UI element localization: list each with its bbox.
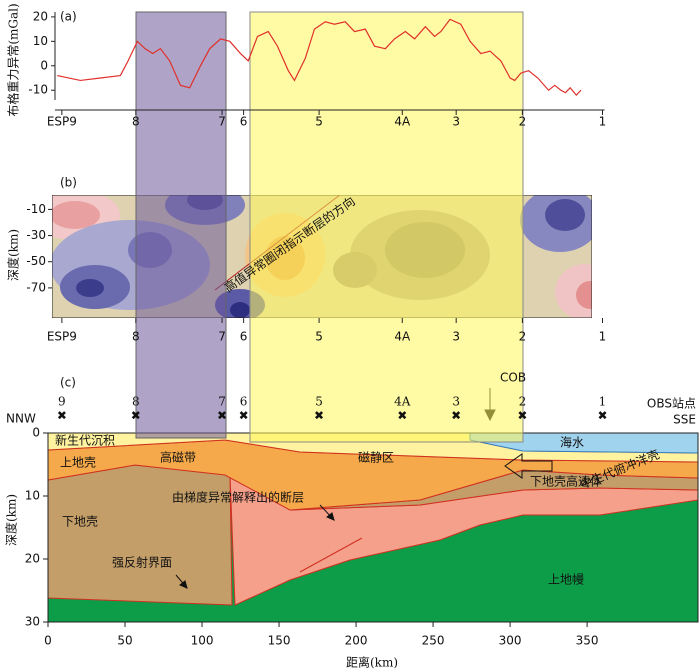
- y-tick-label: 0: [40, 58, 48, 72]
- y-tick-label: -10: [26, 202, 46, 216]
- x-tick-label: 150: [268, 634, 291, 648]
- station-label: 5: [315, 395, 323, 409]
- station-label: ESP9: [47, 115, 77, 129]
- y-tick-label: -70: [26, 280, 46, 294]
- obs-marker: ✖: [217, 409, 227, 423]
- station-label: 7: [218, 330, 226, 344]
- station-label: 9: [58, 395, 66, 409]
- x-tick-label: 200: [345, 634, 368, 648]
- obs-label: OBS站点: [647, 397, 696, 411]
- station-label: 6: [240, 115, 248, 129]
- y-tick-label: 30: [25, 615, 40, 629]
- unit-label: 高磁带: [160, 450, 196, 465]
- y-tick-label: -10: [28, 83, 48, 97]
- obs-marker: ✖: [397, 409, 407, 423]
- station-label: 8: [132, 330, 140, 344]
- unit-label: 强反射界面: [112, 555, 172, 570]
- quiet-mag-zone: [249, 11, 524, 443]
- station-label: 4A: [394, 115, 411, 129]
- cross-section: [47, 388, 699, 623]
- station-label: 6: [240, 395, 248, 409]
- obs-marker: ✖: [451, 409, 461, 423]
- unit-label: 海水: [560, 435, 584, 450]
- x-tick-label: 0: [44, 634, 52, 648]
- obs-marker: ✖: [239, 409, 249, 423]
- station-label: 5: [315, 330, 323, 344]
- y-tick-label: -30: [26, 228, 46, 242]
- y-axis-label: 深度(km): [4, 494, 19, 546]
- station-label: 4A: [394, 330, 411, 344]
- y-tick-label: -50: [26, 254, 46, 268]
- direction-label: NNW: [6, 412, 36, 426]
- y-tick-label: 0: [32, 426, 40, 440]
- y-tick-label: 10: [33, 34, 48, 48]
- station-label: 7: [218, 115, 226, 129]
- station-label: 4A: [394, 395, 411, 409]
- station-label: 1: [599, 115, 607, 129]
- panel-label: (b): [60, 176, 77, 190]
- gravity-line: [57, 18, 582, 97]
- x-tick-label: 50: [117, 634, 132, 648]
- station-label: 2: [519, 395, 527, 409]
- high-mag-zone: [135, 11, 227, 439]
- unit-label: 新生代沉积: [55, 433, 115, 448]
- station-label: 3: [452, 395, 460, 409]
- station-label: 7: [218, 395, 226, 409]
- obs-marker: ✖: [57, 409, 67, 423]
- unit-label: 上地幔: [548, 572, 584, 587]
- obs-marker: ✖: [517, 409, 527, 423]
- unit-label: 下地壳: [62, 515, 98, 529]
- obs-marker: ✖: [314, 409, 324, 423]
- station-label: 8: [132, 395, 140, 409]
- station-label: 2: [519, 115, 527, 129]
- station-label: 3: [452, 330, 460, 344]
- direction-label: SSE: [673, 413, 696, 427]
- cob-label: COB: [500, 371, 526, 385]
- y-axis-label: 布格重力异常(mGal): [6, 3, 21, 116]
- x-tick-label: 100: [191, 634, 214, 648]
- panel-label: (c): [60, 376, 76, 390]
- obs-marker: ✖: [131, 409, 141, 423]
- x-tick-label: 250: [422, 634, 445, 648]
- unit-label: 磁静区: [358, 450, 394, 465]
- unit-label: 上地壳: [60, 456, 96, 470]
- x-tick-label: 350: [576, 634, 599, 648]
- station-label: 8: [132, 115, 140, 129]
- unit-label: 由梯度异常解释出的断层: [172, 490, 304, 505]
- x-axis-label: 距离(km): [346, 655, 398, 670]
- obs-marker: ✖: [597, 409, 607, 423]
- y-tick-label: 10: [25, 489, 40, 503]
- station-label: 1: [599, 395, 607, 409]
- station-label: ESP9: [47, 330, 77, 344]
- station-label: 5: [315, 115, 323, 129]
- unit-label: 下地壳高速体: [530, 474, 602, 489]
- y-tick-label: 20: [25, 552, 40, 566]
- y-tick-label: 20: [33, 9, 48, 23]
- station-label: 1: [599, 330, 607, 344]
- station-label: 3: [452, 115, 460, 129]
- station-label: 6: [240, 330, 248, 344]
- station-label: 2: [519, 330, 527, 344]
- x-tick-label: 300: [499, 634, 522, 648]
- y-axis-label: 深度(km): [6, 229, 21, 281]
- panel-label: (a): [60, 10, 77, 24]
